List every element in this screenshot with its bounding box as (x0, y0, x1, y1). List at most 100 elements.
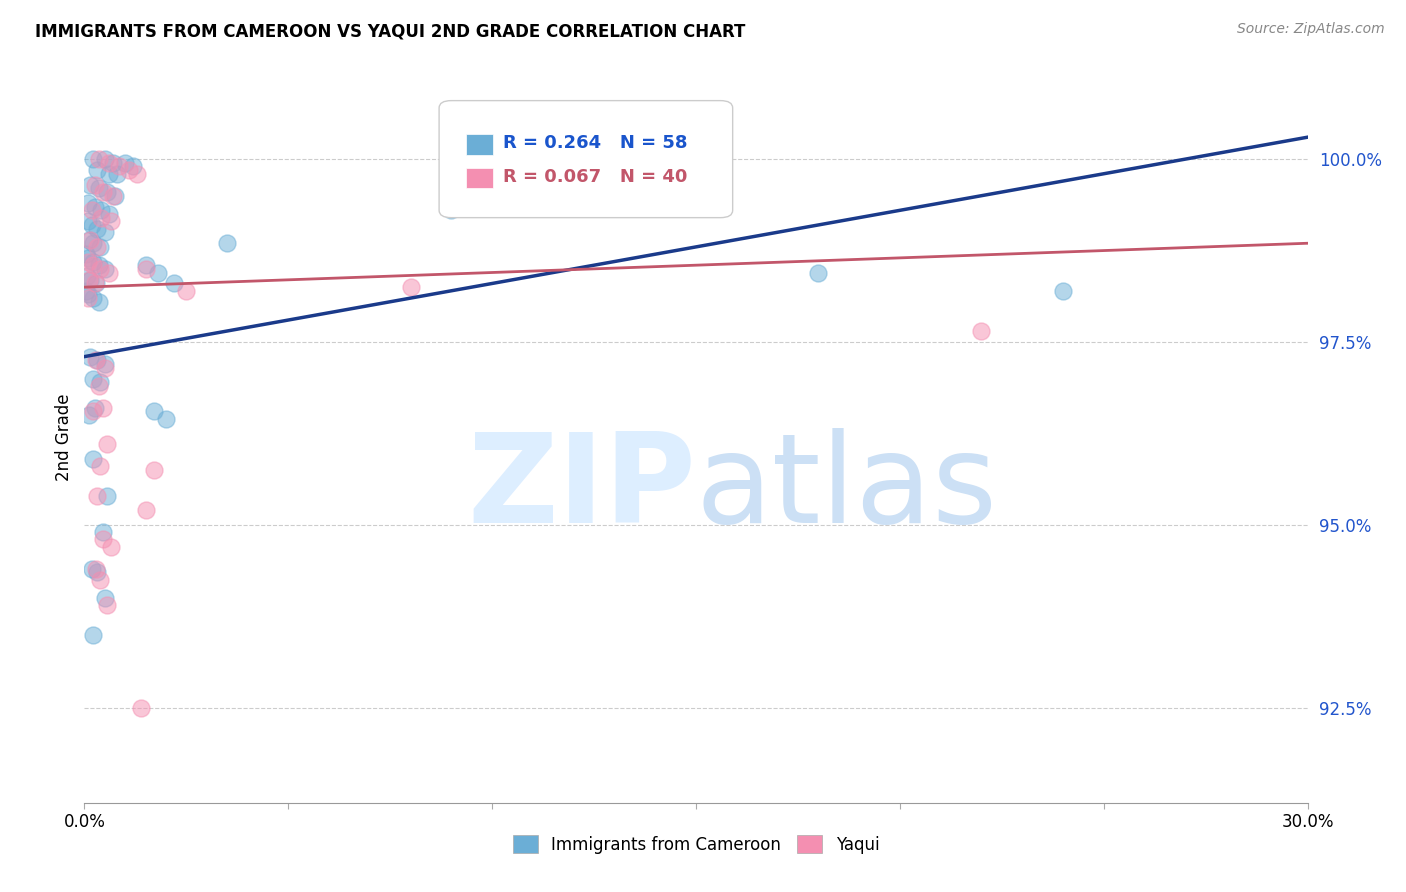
Point (77, 273, 100, 287)
Point (76, 291, 98, 305)
Point (135, 258, 157, 272)
Point (118, 163, 141, 178)
Point (97, 156, 120, 170)
Point (100, 214, 122, 228)
Point (399, 280, 422, 294)
Point (90, 211, 112, 225)
Bar (465, 135, 494, 154)
Point (84, 277, 107, 291)
Point (93, 360, 115, 375)
Point (82, 371, 104, 385)
Point (93, 357, 115, 371)
Point (100, 540, 122, 554)
Point (79, 350, 101, 364)
Point (89, 261, 111, 276)
Point (97, 207, 120, 221)
Point (155, 412, 177, 426)
Point (105, 167, 128, 181)
Point (163, 277, 186, 291)
Point (86, 353, 108, 368)
Point (217, 236, 239, 251)
Point (86, 566, 108, 580)
Point (135, 503, 157, 517)
Point (89, 573, 111, 587)
Point (101, 188, 124, 202)
Text: R = 0.264   N = 58: R = 0.264 N = 58 (503, 134, 688, 152)
Point (93, 261, 115, 276)
Point (83, 200, 105, 214)
Point (87, 258, 110, 272)
Point (82, 254, 104, 268)
Text: Source: ZipAtlas.com: Source: ZipAtlas.com (1237, 22, 1385, 37)
Point (142, 404, 165, 418)
Point (82, 236, 104, 251)
Point (82, 258, 104, 272)
Point (174, 284, 197, 298)
Point (82, 291, 104, 305)
Point (87, 152, 110, 166)
Point (87, 181, 110, 195)
Bar (465, 168, 494, 188)
Point (77, 254, 100, 268)
Legend: Immigrants from Cameroon, Yaqui: Immigrants from Cameroon, Yaqui (506, 829, 886, 860)
Text: IMMIGRANTS FROM CAMEROON VS YAQUI 2ND GRADE CORRELATION CHART: IMMIGRANTS FROM CAMEROON VS YAQUI 2ND GR… (35, 22, 745, 40)
Point (131, 700, 153, 714)
Y-axis label: 2nd Grade: 2nd Grade (55, 393, 73, 481)
Point (1052, 284, 1074, 298)
Point (135, 261, 157, 276)
Point (93, 225, 115, 239)
Point (122, 160, 145, 174)
Point (83, 178, 105, 192)
Point (82, 404, 104, 418)
Point (82, 452, 104, 467)
Point (84, 353, 107, 368)
Point (80, 562, 103, 576)
Point (84, 277, 107, 291)
Point (970, 324, 993, 338)
Point (86, 489, 108, 503)
Point (86, 163, 108, 178)
Point (96, 599, 118, 613)
Point (87, 379, 110, 393)
Point (96, 185, 118, 199)
Point (101, 156, 124, 170)
Point (90, 203, 112, 218)
Point (93, 591, 115, 605)
Point (91, 525, 114, 540)
Point (77, 408, 100, 422)
Point (146, 266, 169, 280)
Point (77, 196, 100, 211)
Point (80, 218, 103, 232)
Text: R = 0.067   N = 40: R = 0.067 N = 40 (503, 168, 688, 186)
Point (89, 240, 111, 254)
Point (77, 251, 100, 265)
Point (96, 437, 118, 451)
Point (91, 401, 114, 415)
Point (91, 533, 114, 547)
Point (77, 233, 100, 247)
Point (77, 287, 100, 301)
Point (79, 233, 101, 247)
Point (142, 463, 165, 477)
Point (97, 167, 120, 181)
Point (75, 247, 97, 261)
Point (89, 459, 111, 474)
Point (86, 221, 108, 235)
Text: ZIP: ZIP (467, 428, 696, 549)
Text: atlas: atlas (696, 428, 998, 549)
Point (127, 167, 149, 181)
Point (93, 152, 115, 166)
Point (86, 240, 108, 254)
Point (82, 627, 104, 641)
Point (82, 152, 104, 166)
Point (108, 160, 131, 174)
Point (76, 214, 98, 228)
Point (91, 185, 114, 199)
Point (75, 284, 97, 298)
Point (84, 562, 107, 576)
Point (80, 203, 103, 218)
Point (83, 401, 105, 415)
Point (104, 188, 127, 202)
Point (87, 294, 110, 309)
Point (79, 178, 101, 192)
